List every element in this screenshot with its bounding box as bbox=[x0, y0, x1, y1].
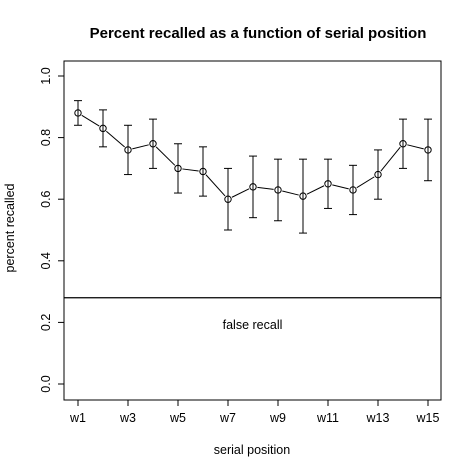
data-point bbox=[324, 180, 332, 188]
data-point bbox=[349, 186, 357, 194]
series-segment bbox=[356, 176, 375, 189]
false-recall-label: false recall bbox=[223, 318, 283, 332]
x-tick-label: w1 bbox=[69, 411, 86, 425]
data-point bbox=[74, 109, 82, 117]
y-axis-label: percent recalled bbox=[3, 183, 17, 272]
y-tick-label: 1.0 bbox=[39, 67, 53, 84]
series-segment bbox=[81, 114, 100, 127]
data-point bbox=[424, 146, 432, 154]
y-tick-label: 0.8 bbox=[39, 129, 53, 146]
x-axis: w1 w3 w5 w7 w9 w11 w13 w15 bbox=[69, 400, 440, 425]
series-segment bbox=[306, 185, 325, 195]
data-point bbox=[99, 124, 107, 133]
series-segment bbox=[231, 188, 250, 198]
data-point bbox=[174, 164, 182, 173]
series-segment bbox=[380, 146, 401, 172]
series-segment bbox=[332, 184, 349, 190]
data-point bbox=[124, 146, 132, 154]
data-point bbox=[374, 170, 382, 179]
series-segment bbox=[132, 144, 149, 150]
y-tick-label: 0.2 bbox=[39, 314, 53, 331]
data-point bbox=[199, 167, 207, 176]
x-tick-label: w15 bbox=[416, 411, 440, 425]
y-tick-label: 0.6 bbox=[39, 190, 53, 207]
series-segment bbox=[106, 130, 125, 148]
series-segment bbox=[407, 144, 424, 150]
data-point bbox=[299, 192, 307, 200]
false-recall-line: false recall bbox=[64, 297, 441, 332]
data-point bbox=[224, 195, 232, 203]
series-segment bbox=[257, 186, 274, 190]
x-tick-label: w3 bbox=[119, 411, 136, 425]
x-tick-label: w7 bbox=[219, 411, 236, 425]
plot-frame bbox=[63, 60, 442, 401]
x-tick-label: w11 bbox=[316, 411, 339, 425]
data-point bbox=[274, 186, 282, 194]
series-segment bbox=[182, 168, 199, 172]
data-point bbox=[249, 183, 257, 191]
y-tick-label: 0.4 bbox=[39, 252, 53, 269]
series-segment bbox=[282, 190, 299, 196]
y-axis: 0.0 0.2 0.4 0.6 0.8 1.0 bbox=[39, 67, 64, 393]
y-tick-label: 0.0 bbox=[39, 375, 53, 392]
data-point bbox=[149, 140, 157, 148]
series-segment bbox=[155, 146, 176, 166]
chart-title: Percent recalled as a function of serial… bbox=[90, 25, 427, 42]
x-tick-label: w5 bbox=[169, 411, 186, 425]
x-tick-label: w9 bbox=[269, 411, 286, 425]
x-axis-label: serial position bbox=[214, 443, 290, 457]
data-point bbox=[399, 140, 407, 148]
series-segment bbox=[205, 174, 226, 197]
x-tick-label: w13 bbox=[366, 411, 390, 425]
series-recall bbox=[74, 100, 432, 234]
